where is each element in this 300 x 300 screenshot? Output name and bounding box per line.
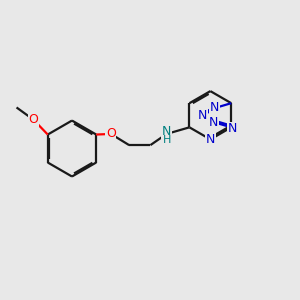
Text: N: N xyxy=(198,109,208,122)
Text: N: N xyxy=(209,116,218,129)
Text: N: N xyxy=(210,101,219,114)
Text: H: H xyxy=(162,135,171,146)
Text: N: N xyxy=(162,125,171,138)
Text: O: O xyxy=(29,113,39,126)
Text: N: N xyxy=(228,122,237,135)
Text: N: N xyxy=(206,133,215,146)
Text: O: O xyxy=(106,128,116,140)
